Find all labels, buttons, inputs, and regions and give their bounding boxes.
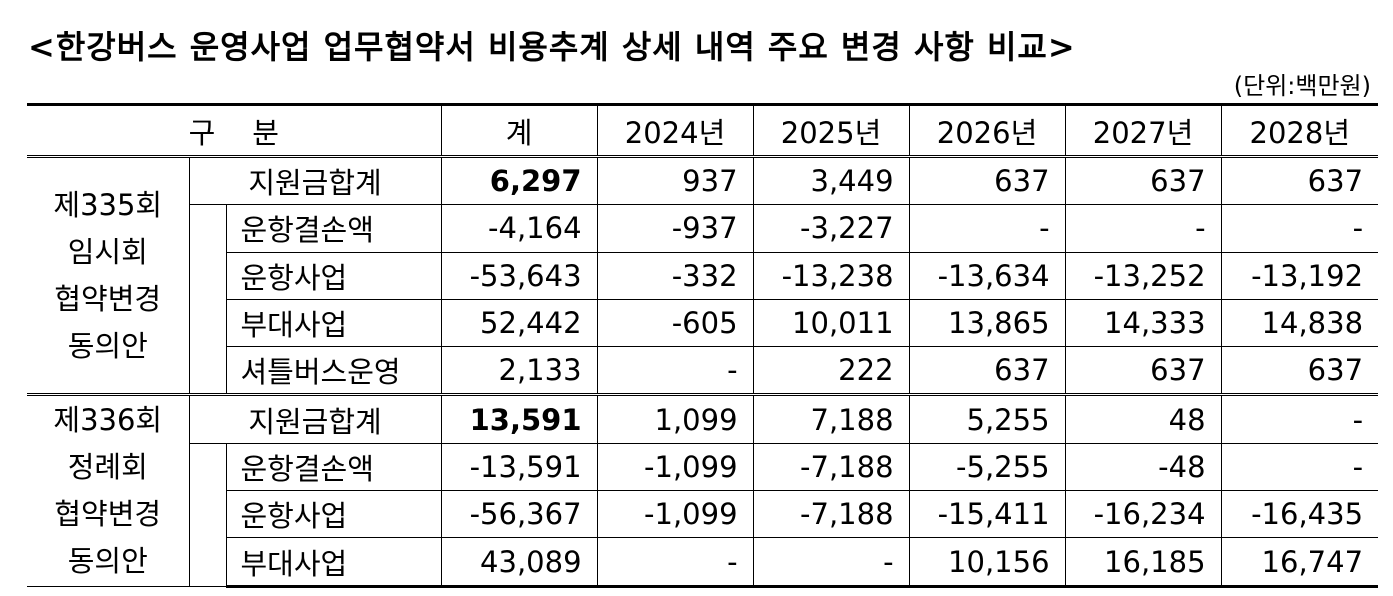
- row-year-value: -7,188: [752, 490, 910, 539]
- row-year-value: -332: [596, 251, 754, 300]
- row-year-value: -3,227: [752, 204, 910, 253]
- group-label-line: 동의안: [67, 328, 148, 363]
- table-row: 운항사업 -53,643 -332 -13,238 -13,634 -13,252 -13,…: [27, 251, 1379, 300]
- summary-year-value: 3,449: [752, 155, 910, 206]
- group-label-line: 정례회: [67, 450, 148, 485]
- row-year-value: 222: [752, 346, 910, 396]
- summary-year-value: 7,188: [752, 393, 910, 444]
- summary-year-value: 1,099: [596, 393, 754, 444]
- header-category: 구 분: [27, 103, 442, 158]
- row-total: 52,442: [440, 298, 598, 348]
- row-year-value: -7,188: [752, 442, 910, 492]
- row-label: 운항사업: [225, 490, 442, 539]
- group-label-line: 제336회: [53, 403, 163, 438]
- group-label-line: 협약변경: [54, 497, 162, 532]
- indent-cell: [188, 204, 227, 396]
- row-label: 셔틀버스운영: [225, 346, 442, 396]
- row-year-value: 14,838: [1220, 298, 1379, 348]
- row-label: 운항결손액: [225, 204, 442, 253]
- header-year: 2026년: [908, 103, 1066, 158]
- group-label-line: 임시회: [67, 234, 148, 269]
- row-year-value: -: [1064, 204, 1222, 253]
- row-year-value: 13,865: [908, 298, 1066, 348]
- group-label-line: 협약변경: [54, 281, 162, 316]
- row-total: 2,133: [440, 346, 598, 396]
- row-year-value: -13,192: [1220, 251, 1379, 300]
- summary-year-value: 48: [1064, 393, 1222, 444]
- row-year-value: 637: [908, 346, 1066, 396]
- row-year-value: -: [908, 204, 1066, 253]
- row-year-value: -13,252: [1064, 251, 1222, 300]
- row-year-value: -937: [596, 204, 754, 253]
- summary-row: 제335회 임시회 협약변경 동의안 지원금합계 6,297 937 3,449 637 637 6…: [27, 155, 1379, 396]
- row-label: 부대사업: [225, 298, 442, 348]
- summary-row: 제336회 정례회 협약변경 동의안 지원금합계 13,591 1,099 7,188 5,25…: [27, 393, 1379, 587]
- page-title: <한강버스 운영사업 업무협약서 비용추계 상세 내역 주요 변경 사항 비교>: [28, 28, 1076, 66]
- header-total: 계: [440, 103, 598, 158]
- summary-label: 지원금합계: [188, 393, 442, 444]
- table-row: 운항결손액 -13,591 -1,099 -7,188 -5,255 -48-: [27, 442, 1379, 587]
- summary-year-value: 637: [1064, 155, 1222, 206]
- row-year-value: -: [596, 346, 754, 396]
- row-year-value: 10,156: [908, 537, 1066, 588]
- unit-label: (단위:백만원): [1233, 72, 1371, 100]
- group-label-line: 제335회: [53, 187, 163, 222]
- row-year-value: -16,435: [1220, 490, 1379, 539]
- row-year-value: -: [752, 537, 910, 588]
- row-total: -4,164: [440, 204, 598, 253]
- row-total: -56,367: [440, 490, 598, 539]
- table-body: 구 분 계 2024년 2025년 2026년 2027년 2028년 제335…: [27, 103, 1379, 588]
- summary-year-value: -: [1220, 393, 1379, 444]
- row-total: 43,089: [440, 537, 598, 588]
- row-year-value: -1,099: [596, 490, 754, 539]
- summary-year-value: 5,255: [908, 393, 1066, 444]
- table-header-row: 구 분 계 2024년 2025년 2026년 2027년 2028년: [27, 103, 1379, 158]
- summary-year-value: 937: [596, 155, 754, 206]
- row-total: -13,591: [440, 442, 598, 492]
- row-year-value: -1,099: [596, 442, 754, 492]
- table-row: 운항사업 -56,367 -1,099 -7,188 -15,411 -16,234 -16…: [27, 490, 1379, 539]
- summary-total: 13,591: [440, 393, 598, 444]
- row-year-value: 14,333: [1064, 298, 1222, 348]
- row-year-value: -605: [596, 298, 754, 348]
- header-year: 2025년: [752, 103, 910, 158]
- row-label: 부대사업: [225, 537, 442, 588]
- row-year-value: 637: [1064, 346, 1222, 396]
- row-year-value: -13,634: [908, 251, 1066, 300]
- row-year-value: 16,185: [1064, 537, 1222, 588]
- table-row: 부대사업 52,442 -605 10,011 13,865 14,333 14,838: [27, 298, 1379, 348]
- header-year: 2024년: [596, 103, 754, 158]
- table-row: 운항결손액 -4,164 -937 -3,227- - -: [27, 204, 1379, 396]
- row-year-value: 10,011: [752, 298, 910, 348]
- indent-cell: [188, 442, 227, 587]
- row-year-value: -15,411: [908, 490, 1066, 539]
- row-year-value: 637: [1220, 346, 1379, 396]
- header-year: 2027년: [1064, 103, 1222, 158]
- row-year-value: -: [1220, 442, 1379, 492]
- table-row: 부대사업 43,089- -10,156 16,185 16,747: [27, 537, 1379, 588]
- summary-label: 지원금합계: [188, 155, 442, 206]
- row-label: 운항결손액: [225, 442, 442, 492]
- row-year-value: -16,234: [1064, 490, 1222, 539]
- row-year-value: -: [1220, 204, 1379, 253]
- row-year-value: -13,238: [752, 251, 910, 300]
- row-year-value: 16,747: [1220, 537, 1379, 588]
- row-year-value: -: [596, 537, 754, 588]
- table-row: 셔틀버스운영 2,133-222 637 637 637: [27, 346, 1379, 396]
- summary-year-value: 637: [908, 155, 1066, 206]
- row-label: 운항사업: [225, 251, 442, 300]
- summary-year-value: 637: [1220, 155, 1379, 206]
- cost-comparison-table: 구 분 계 2024년 2025년 2026년 2027년 2028년 제335…: [27, 103, 1379, 588]
- row-total: -53,643: [440, 251, 598, 300]
- row-year-value: -5,255: [908, 442, 1066, 492]
- header-year: 2028년: [1220, 103, 1379, 158]
- group-label-line: 동의안: [67, 544, 148, 579]
- row-year-value: -48: [1064, 442, 1222, 492]
- summary-total: 6,297: [440, 155, 598, 206]
